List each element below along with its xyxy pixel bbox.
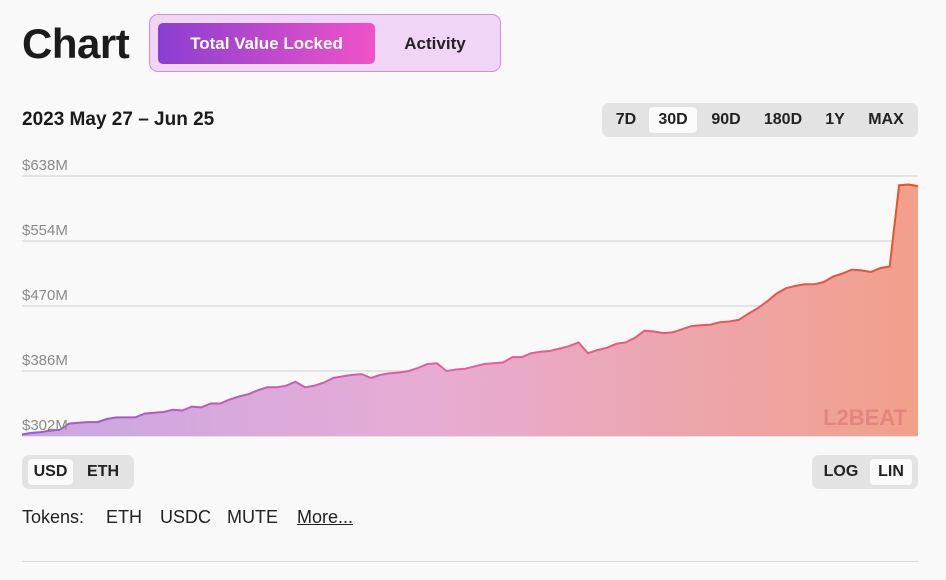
tvl-chart: $638M $554M $470M $386M $302M L2BEAT (21, 157, 919, 437)
tab-activity[interactable]: Activity (404, 34, 466, 53)
currency-button-eth[interactable]: ETH (87, 463, 119, 480)
range-button-1y[interactable]: 1Y (825, 111, 845, 128)
token-usdc[interactable]: USDC (160, 507, 212, 527)
watermark-logo: L2BEAT (823, 405, 907, 430)
y-tick-label: $638M (22, 157, 68, 174)
range-button-180d[interactable]: 180D (763, 111, 803, 128)
y-axis-ticks: $638M $554M $470M $386M $302M (22, 157, 68, 434)
y-tick-label: $386M (22, 352, 68, 369)
y-tick-label: $470M (22, 287, 68, 304)
currency-button-usd[interactable]: USD (28, 459, 73, 485)
metric-toggle: Total Value Locked Activity (149, 14, 501, 72)
currency-selector: USD ETH (22, 455, 134, 489)
scale-button-log[interactable]: LOG (823, 463, 859, 480)
tvl-area (22, 184, 918, 436)
range-selector: 7D 30D 90D 180D 1Y MAX (602, 103, 918, 137)
range-button-7d[interactable]: 7D (615, 111, 637, 128)
tokens-more-link[interactable]: More... (297, 507, 354, 527)
scale-selector: LOG LIN (812, 455, 918, 489)
range-button-30d[interactable]: 30D (649, 107, 697, 133)
token-mute[interactable]: MUTE (227, 507, 278, 527)
page-title: Chart (22, 20, 130, 67)
range-button-90d[interactable]: 90D (711, 111, 741, 128)
tokens-label: Tokens: (22, 507, 85, 527)
divider (22, 561, 918, 562)
range-button-max[interactable]: MAX (868, 111, 904, 128)
y-tick-label: $554M (22, 222, 68, 239)
y-tick-label: $302M (22, 417, 68, 434)
token-eth[interactable]: ETH (106, 507, 142, 527)
date-range-label: 2023 May 27 – Jun 25 (22, 109, 215, 130)
tab-total-value-locked[interactable]: Total Value Locked (158, 23, 375, 64)
scale-button-lin[interactable]: LIN (870, 459, 912, 485)
tvl-line (21, 183, 919, 436)
